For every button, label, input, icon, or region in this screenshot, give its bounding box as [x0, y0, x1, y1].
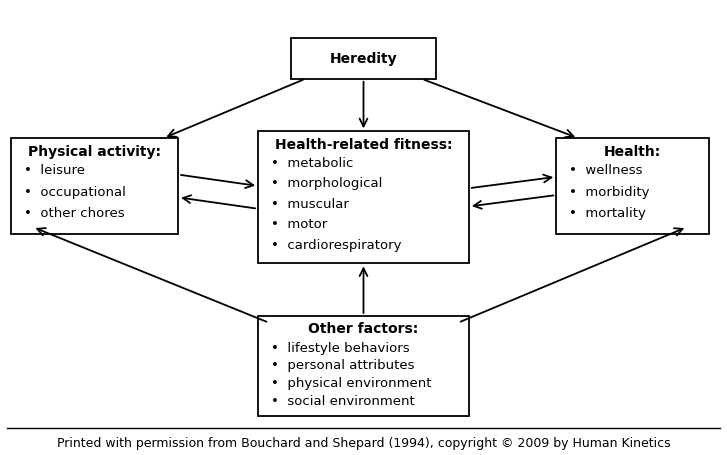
Text: •  other chores: • other chores	[24, 207, 124, 220]
Text: •  muscular: • muscular	[271, 197, 349, 210]
FancyBboxPatch shape	[11, 139, 178, 234]
Text: •  leisure: • leisure	[24, 163, 85, 177]
Text: •  motor: • motor	[271, 218, 327, 231]
Text: Health-related fitness:: Health-related fitness:	[275, 137, 452, 152]
Text: Other factors:: Other factors:	[308, 322, 419, 336]
Text: •  wellness: • wellness	[569, 163, 643, 177]
Text: •  mortality: • mortality	[569, 207, 646, 220]
Text: •  cardiorespiratory: • cardiorespiratory	[271, 238, 402, 251]
Text: •  metabolic: • metabolic	[271, 157, 353, 170]
FancyBboxPatch shape	[291, 39, 436, 80]
Text: •  occupational: • occupational	[24, 185, 126, 198]
Text: Printed with permission from Bouchard and Shepard (1994), copyright © 2009 by Hu: Printed with permission from Bouchard an…	[57, 436, 670, 449]
FancyBboxPatch shape	[258, 316, 469, 416]
FancyBboxPatch shape	[258, 132, 469, 264]
Text: Physical activity:: Physical activity:	[28, 144, 161, 158]
Text: •  morbidity: • morbidity	[569, 185, 650, 198]
Text: Health:: Health:	[604, 144, 661, 158]
Text: •  social environment: • social environment	[271, 394, 415, 407]
Text: Heredity: Heredity	[329, 52, 398, 66]
Text: •  personal attributes: • personal attributes	[271, 359, 414, 372]
FancyBboxPatch shape	[556, 139, 709, 234]
Text: •  morphological: • morphological	[271, 177, 382, 190]
Text: •  lifestyle behaviors: • lifestyle behaviors	[271, 341, 410, 354]
Text: •  physical environment: • physical environment	[271, 376, 432, 389]
